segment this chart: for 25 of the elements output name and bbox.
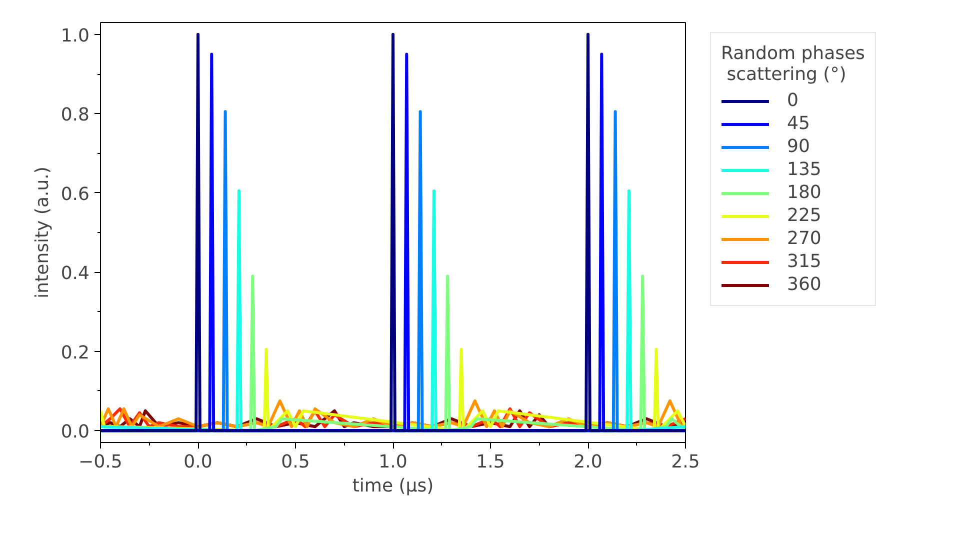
legend-label: 90 — [787, 136, 810, 157]
legend-label: 180 — [787, 182, 822, 203]
legend-label: 360 — [787, 274, 822, 295]
x-tick-label: 0.0 — [184, 452, 212, 472]
legend-label: 0 — [787, 90, 800, 111]
legend-label: 225 — [787, 205, 822, 226]
y-tick-label: 0.8 — [60, 104, 90, 126]
y-axis-title: intensity (a.u.) — [32, 166, 53, 298]
x-tick-label: 2.5 — [671, 452, 700, 472]
x-tick-label: 1.5 — [476, 452, 505, 472]
legend-label: 135 — [787, 159, 822, 180]
x-tick-label: 1.0 — [378, 452, 408, 472]
legend-label: 315 — [787, 251, 822, 272]
y-tick-label: 0.2 — [60, 342, 90, 364]
legend-title: Random phases scattering (°) — [721, 43, 865, 85]
x-tick-label: 0.5 — [281, 452, 310, 472]
x-tick-label: −0.5 — [78, 452, 122, 472]
legend-label: 45 — [787, 113, 810, 134]
y-tick-label: 0.0 — [60, 422, 90, 443]
y-tick-label: 0.6 — [60, 184, 90, 205]
legend-label: 270 — [787, 228, 822, 249]
y-tick-label: 0.4 — [60, 263, 90, 284]
y-tick-label: 1.0 — [60, 25, 90, 46]
x-axis-title: time (μs) — [352, 476, 434, 496]
x-tick-label: 2.0 — [574, 452, 602, 472]
